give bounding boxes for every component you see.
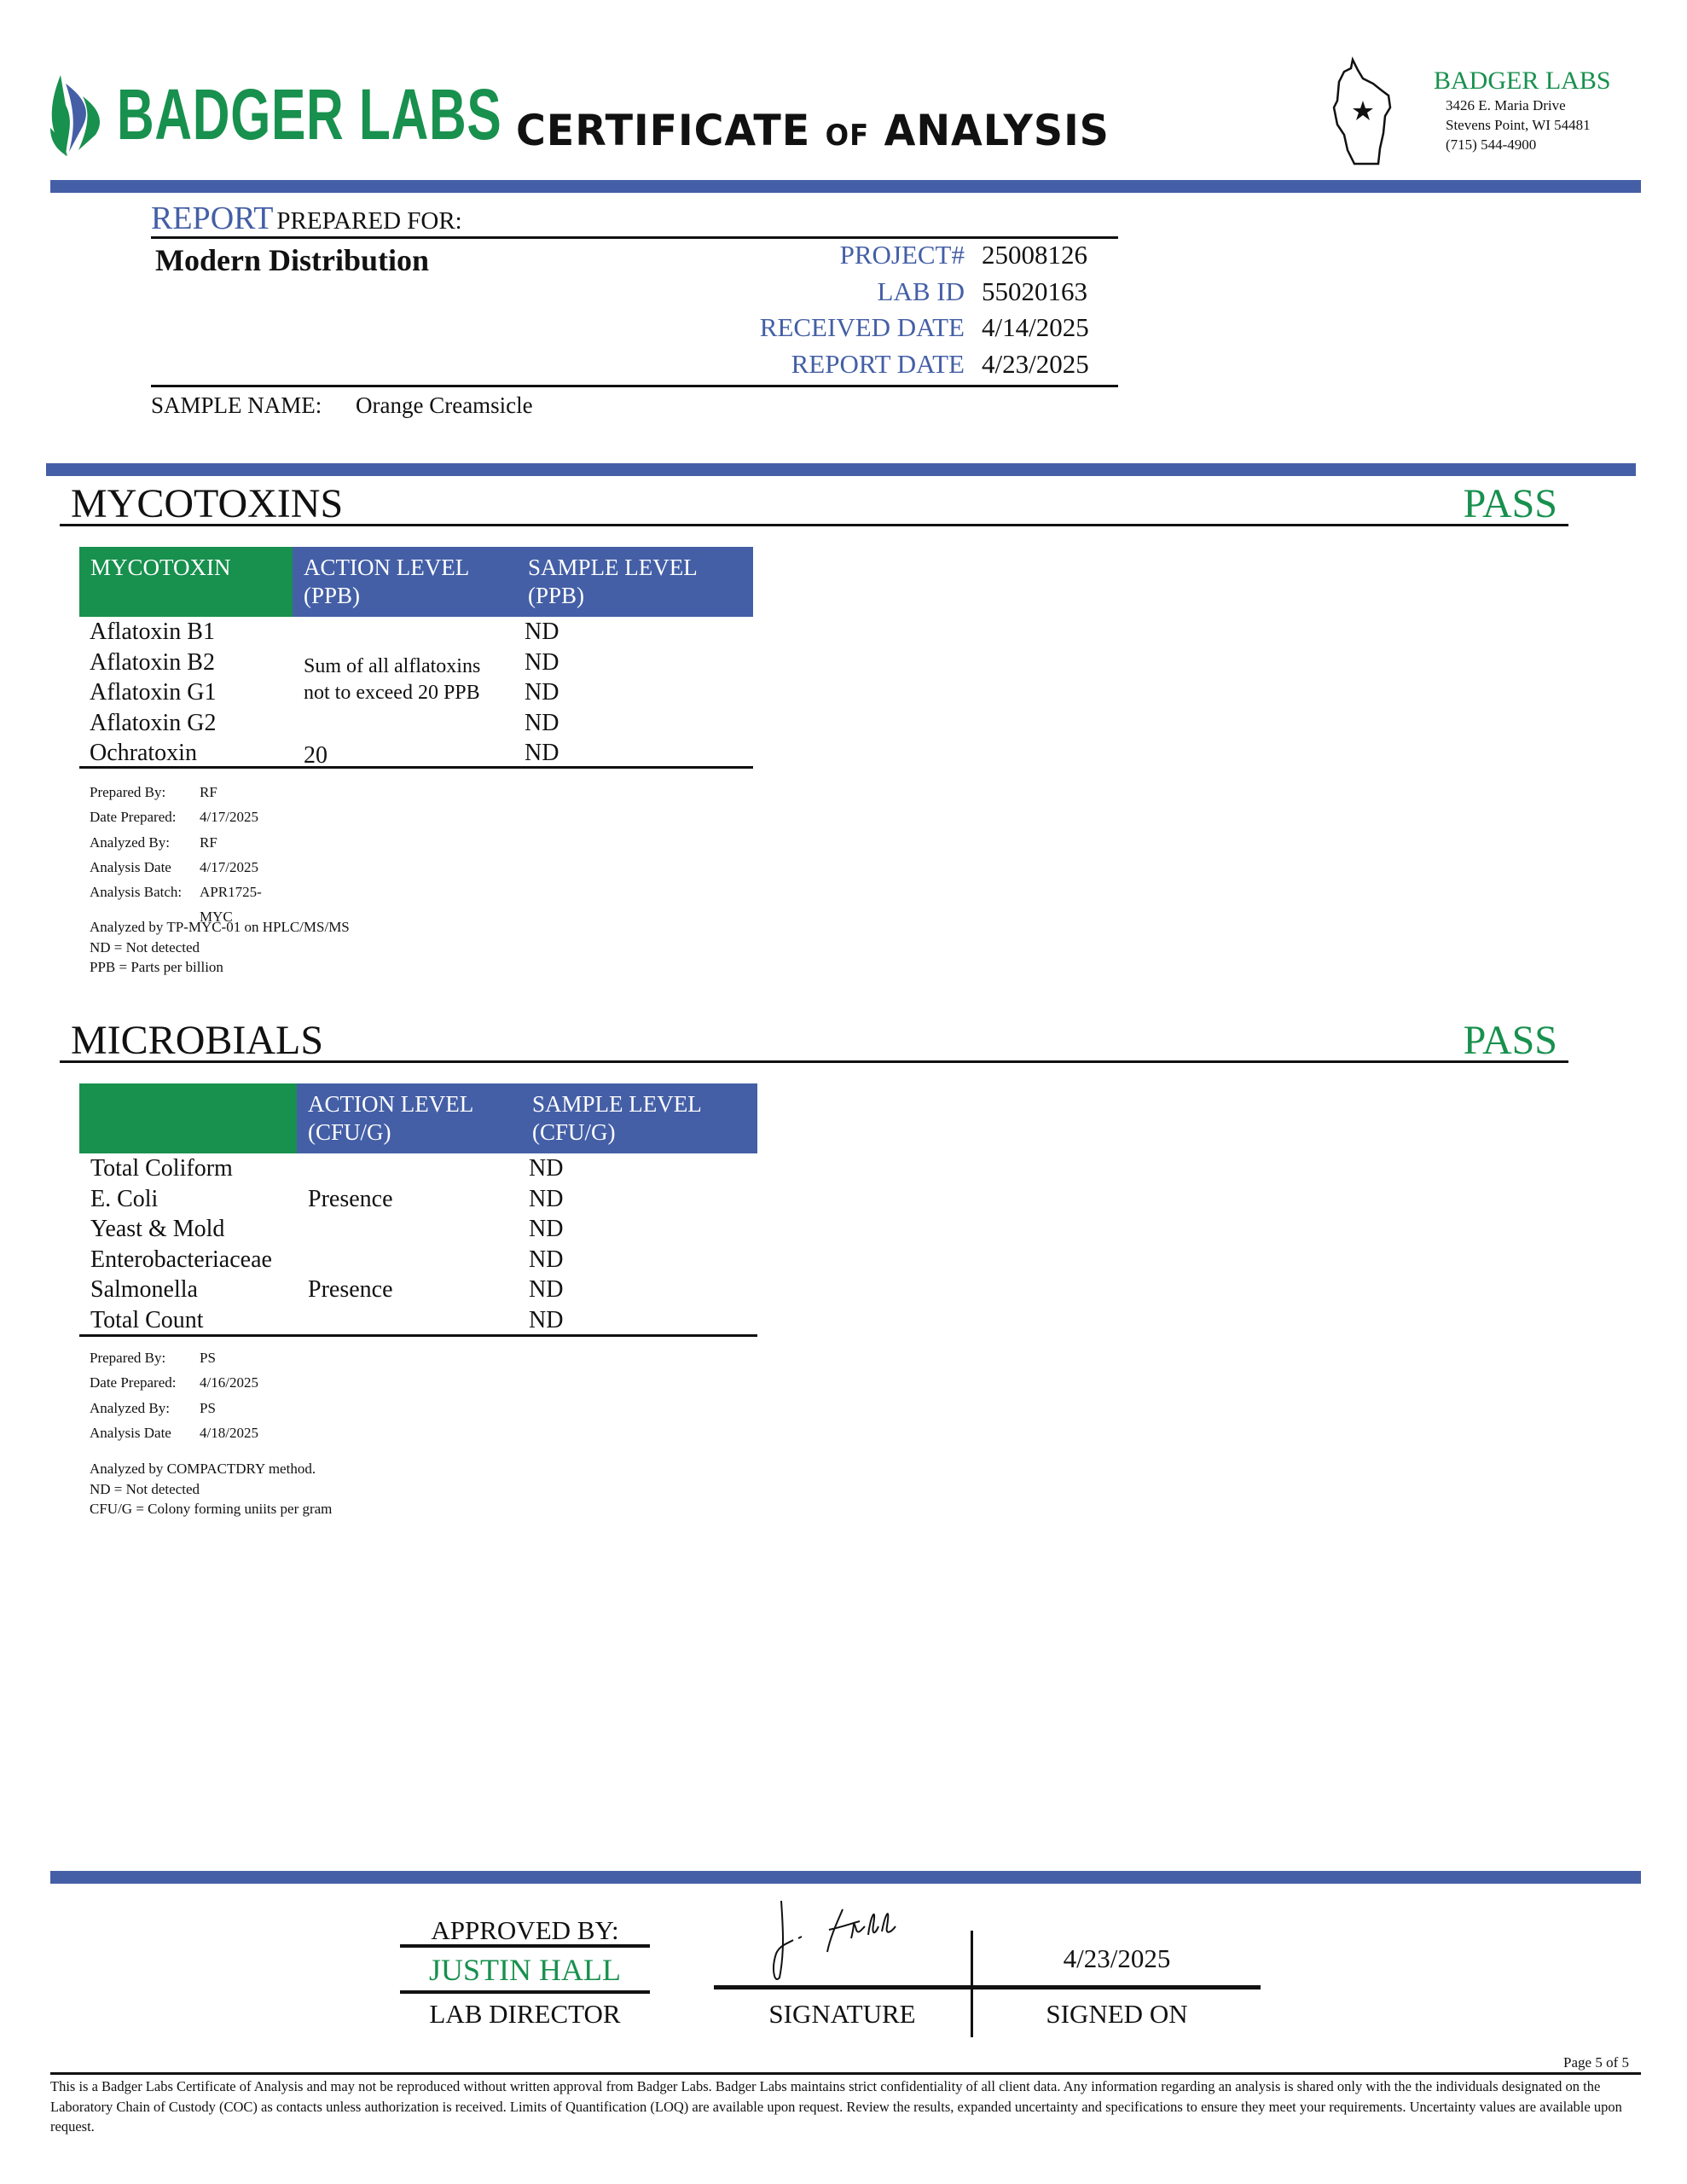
analyte-name: Aflatoxin B2 xyxy=(90,649,215,676)
table-row: Total Count ND xyxy=(90,1307,564,1333)
mycotoxins-heading: MYCOTOXINS xyxy=(71,481,344,526)
table-bottom-rule xyxy=(79,1334,757,1337)
mycotoxins-pass-status: PASS xyxy=(1463,481,1557,526)
column-header-action-level: ACTION LEVEL (CFU/G) xyxy=(297,1083,521,1153)
column-header-sample-level: SAMPLE LEVEL (CFU/G) xyxy=(521,1083,757,1153)
mycotoxins-table-header: MYCOTOXIN ACTION LEVEL (PPB) SAMPLE LEVEL… xyxy=(79,547,753,617)
table-row: E. Coli Presence ND xyxy=(90,1186,564,1212)
analyte-name: Aflatoxin G2 xyxy=(90,710,217,736)
document-title: CERTIFICATE OF ANALYSIS xyxy=(516,106,1110,155)
section-divider-bar xyxy=(46,463,1636,476)
report-prepared-for-heading: REPORT PREPARED FOR: xyxy=(151,200,462,236)
signature-divider xyxy=(971,1931,973,2037)
project-value: 25008126 xyxy=(982,240,1087,270)
approver-name: JUSTIN HALL xyxy=(429,1953,621,1987)
column-header-action-level: ACTION LEVEL (PPB) xyxy=(293,547,517,617)
table-row: Yeast & Mold ND xyxy=(90,1216,564,1242)
lab-id-value: 55020163 xyxy=(982,276,1087,306)
sample-level: ND xyxy=(525,679,559,706)
signature-label: SIGNATURE xyxy=(768,1999,916,2029)
microbials-table-header: ACTION LEVEL (CFU/G) SAMPLE LEVEL (CFU/G) xyxy=(79,1083,757,1153)
report-date-value: 4/23/2025 xyxy=(982,348,1089,379)
client-name: Modern Distribution xyxy=(155,243,430,277)
divider xyxy=(151,236,1118,239)
table-bottom-rule xyxy=(79,766,753,769)
address-line-1: 3426 E. Maria Drive xyxy=(1446,97,1566,113)
table-row: Aflatoxin B1 ND xyxy=(79,617,762,648)
table-row: Salmonella Presence ND xyxy=(90,1276,564,1303)
divider xyxy=(400,1944,650,1948)
sample-name-value: Orange Creamsicle xyxy=(356,392,533,418)
disclaimer: This is a Badger Labs Certificate of Ana… xyxy=(50,2078,1622,2135)
column-header-mycotoxin: MYCOTOXIN xyxy=(79,547,293,617)
microbials-notes: Analyzed by COMPACTDRY method. ND = Not d… xyxy=(90,1461,333,1517)
lab-phone: (715) 544-4900 xyxy=(1446,136,1537,153)
sample-name-label: SAMPLE NAME: xyxy=(151,392,322,418)
column-header-microbial xyxy=(79,1083,297,1153)
page-number: Page 5 of 5 xyxy=(1563,2054,1629,2071)
divider xyxy=(400,1990,650,1994)
received-date-label: RECEIVED DATE xyxy=(759,312,965,342)
divider xyxy=(151,385,1118,387)
lab-name: BADGER LABS xyxy=(1434,67,1611,95)
analyte-name: Aflatoxin G1 xyxy=(90,679,217,706)
sample-level: ND xyxy=(525,649,559,676)
signature-line xyxy=(714,1985,1261,1989)
wisconsin-map-icon xyxy=(1332,56,1392,166)
approver-role: LAB DIRECTOR xyxy=(429,1999,621,2029)
microbials-heading: MICROBIALS xyxy=(71,1018,324,1063)
received-date-value: 4/14/2025 xyxy=(982,312,1089,342)
analyte-name: Ochratoxin xyxy=(90,740,197,766)
sample-level: ND xyxy=(525,619,559,645)
table-row: Aflatoxin G2 ND xyxy=(79,708,762,739)
header-divider-bar xyxy=(50,180,1641,193)
divider xyxy=(60,1060,1568,1063)
signature-image xyxy=(773,1901,896,1980)
microbials-prep-info: Prepared By: PS Date Prepared: 4/16/2025 A… xyxy=(90,1350,258,1441)
signed-date: 4/23/2025 xyxy=(1063,1943,1171,1973)
badger-labs-logo-text: BADGER LABS xyxy=(117,74,502,154)
analyte-name: Aflatoxin B1 xyxy=(90,619,215,645)
address-line-2: Stevens Point, WI 54481 xyxy=(1446,117,1591,133)
project-label: PROJECT# xyxy=(839,240,965,270)
report-date-label: REPORT DATE xyxy=(791,348,965,379)
action-level: 20 xyxy=(304,742,328,769)
mycotoxins-prep-info: Prepared By: RF Date Prepared: 4/17/2025 A… xyxy=(90,784,262,926)
divider xyxy=(60,524,1568,526)
microbials-pass-status: PASS xyxy=(1463,1018,1557,1063)
table-row: Ochratoxin 20 ND xyxy=(79,738,762,769)
table-row: Enterobacteriaceae ND xyxy=(90,1246,564,1273)
sample-level: ND xyxy=(525,740,559,766)
column-header-sample-level: SAMPLE LEVEL (PPB) xyxy=(517,547,753,617)
approved-by-label: APPROVED BY: xyxy=(431,1915,619,1945)
divider xyxy=(50,2072,1641,2075)
footer-divider-bar xyxy=(50,1871,1641,1884)
badger-labs-leaf-icon xyxy=(50,75,100,156)
lab-address: 3426 E. Maria Drive Stevens Point, WI 54… xyxy=(1446,96,1591,154)
signed-on-label: SIGNED ON xyxy=(1046,1999,1188,2029)
table-row: Total Coliform ND xyxy=(90,1155,564,1182)
aflatoxin-action-level: Sum of all alflatoxins not to exceed 20 P… xyxy=(304,655,481,704)
sample-level: ND xyxy=(525,710,559,736)
lab-id-label: LAB ID xyxy=(877,276,965,306)
mycotoxins-notes: Analyzed by TP-MYC-01 on HPLC/MS/MS ND = … xyxy=(90,919,350,975)
table-row: Aflatoxin B2 ND xyxy=(79,648,762,678)
table-row: Aflatoxin G1 ND xyxy=(79,677,762,708)
